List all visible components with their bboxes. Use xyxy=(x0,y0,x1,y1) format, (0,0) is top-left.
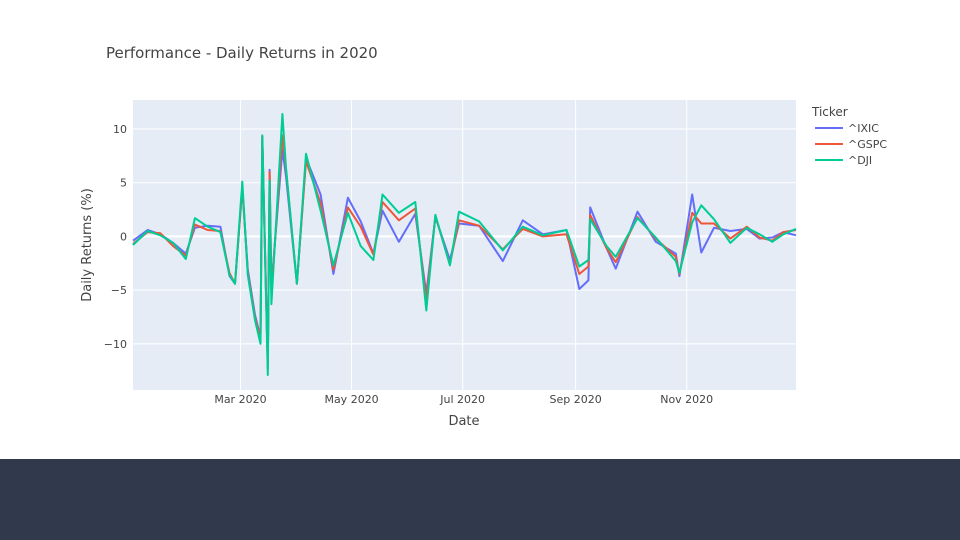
x-tick-label: Sep 2020 xyxy=(549,393,601,406)
legend-items: ^IXIC ^GSPC ^DJI xyxy=(815,122,887,167)
x-axis-title: Date xyxy=(448,414,479,429)
y-tick-label: 10 xyxy=(113,123,127,136)
legend-title: Ticker xyxy=(811,105,848,119)
x-tick-label: Mar 2020 xyxy=(214,393,266,406)
gridlines xyxy=(133,100,796,390)
chart-title: Performance - Daily Returns in 2020 xyxy=(106,44,378,62)
legend-entry[interactable]: ^DJI xyxy=(848,154,872,167)
y-tick-label: 5 xyxy=(120,177,127,190)
y-tick-label: 0 xyxy=(120,230,127,243)
y-axis-title: Daily Returns (%) xyxy=(80,188,95,302)
y-tick-label: −5 xyxy=(111,284,127,297)
x-tick-label: Jul 2020 xyxy=(439,393,485,406)
legend: Ticker ^IXIC ^GSPC ^DJI xyxy=(811,105,887,167)
daily-returns-chart: Performance - Daily Returns in 2020 10 5 0… xyxy=(80,44,887,429)
tick-labels: 10 5 0 −5 −10 Mar 2020 May 2020 Jul 2020 Sep 202… xyxy=(104,123,713,406)
x-tick-label: Nov 2020 xyxy=(660,393,713,406)
x-tick-label: May 2020 xyxy=(324,393,378,406)
footer-bar xyxy=(0,459,960,540)
series-lines xyxy=(132,113,797,376)
legend-entry[interactable]: ^GSPC xyxy=(848,138,887,151)
legend-entry[interactable]: ^IXIC xyxy=(848,122,879,135)
plot-area[interactable] xyxy=(133,100,796,390)
series-line-dji[interactable] xyxy=(132,113,797,376)
y-tick-label: −10 xyxy=(104,338,127,351)
